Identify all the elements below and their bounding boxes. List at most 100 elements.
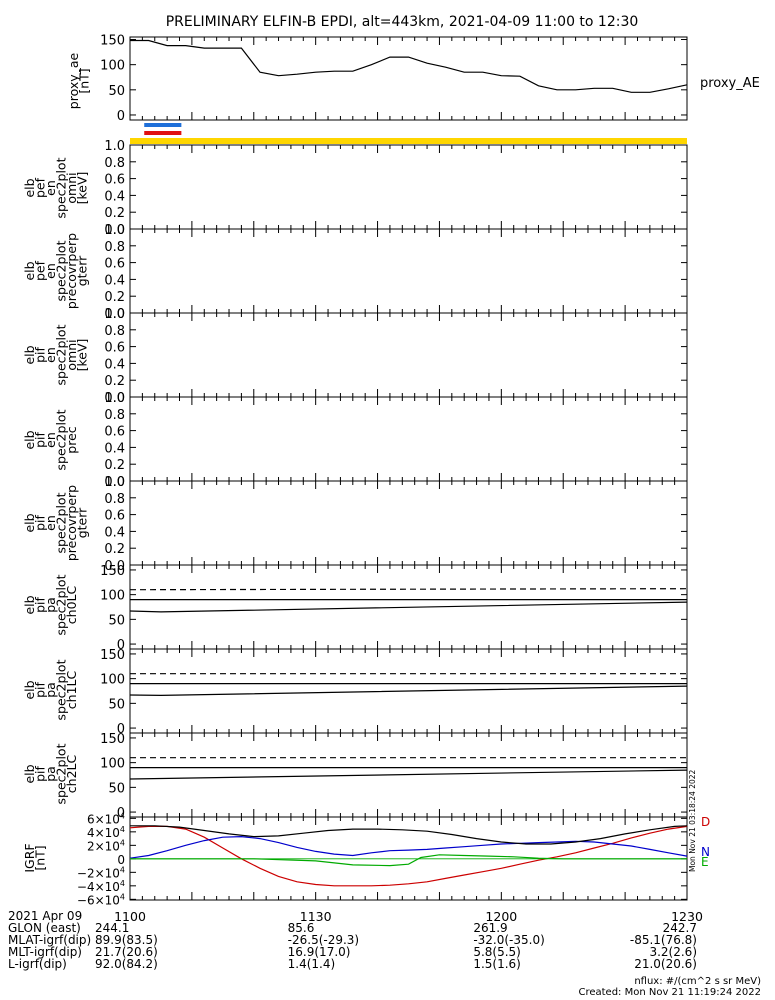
panel-ae: 150 100 50 0 proxy_ae[nT] proxy_AE [66, 34, 760, 124]
y-axis-label-line: elb [22, 345, 37, 364]
x-tick-label: 1230 [671, 909, 703, 924]
y-tick-mantissa: −6×10 [77, 893, 120, 907]
y-axis-label: elbpifenspec2plotprecovrperpgterr [22, 485, 90, 561]
footer-row-value: 92.0(84.2) [95, 957, 158, 971]
x-tick-label: 1130 [300, 909, 332, 924]
y-tick-label: 150 [100, 34, 125, 49]
y-axis-label: IGRF[nT] [22, 843, 48, 872]
y-axis-label-line: elb [22, 430, 37, 449]
y-axis-label-line: ch2LC [64, 755, 79, 794]
y-axis-label-line: spec2plot [54, 659, 69, 720]
y-tick-label: 1.0 [104, 223, 125, 238]
footer-row-value: 16.9(17.0) [287, 945, 351, 959]
y-axis-label: elbpifpaspec2plotch0LC [22, 574, 79, 635]
y-axis-label-line: spec2plot [54, 574, 69, 635]
y-tick-label: 6×104 [87, 811, 125, 826]
footer-row-value: 89.9(83.5) [95, 933, 158, 947]
y-tick-label: 0 [117, 109, 125, 124]
series-line [130, 825, 688, 845]
y-axis-label-line: gterr [75, 255, 90, 286]
series-line [129, 601, 688, 613]
panel-frame [129, 396, 688, 482]
y-axis-label-line: prec [64, 426, 79, 453]
y-tick-exponent: 4 [120, 892, 125, 901]
legend-D: D [701, 815, 710, 829]
y-axis-label-line: omni [64, 339, 79, 370]
y-tick-label: 0 [117, 722, 125, 737]
y-axis-label: elbpefenspec2plotprecovrperpgterr [22, 233, 90, 309]
y-tick-label: 100 [100, 757, 125, 772]
y-tick-label: 0.0 [104, 475, 125, 490]
y-axis-label-line: ch0LC [64, 586, 79, 625]
time-axis: 1100 1130 1200 1230 [114, 909, 703, 924]
y-tick-mantissa: 4×10 [87, 826, 120, 840]
y-tick-label: 0 [117, 853, 125, 867]
y-tick-label: 100 [100, 589, 125, 604]
legend-N: N [701, 845, 710, 859]
y-tick-label: 2×104 [87, 838, 125, 853]
series-line-N [129, 835, 688, 859]
y-tick-label: −6×104 [77, 892, 125, 907]
y-axis-label-line: pa [43, 597, 58, 613]
y-axis-label-line: en [43, 515, 58, 531]
y-tick-label: 50 [108, 781, 125, 796]
y-tick-label: 0.2 [104, 206, 125, 221]
x-tick-label: 1200 [485, 909, 517, 924]
y-tick-mantissa: −4×10 [77, 880, 120, 894]
y-tick-label: 100 [100, 673, 125, 688]
panel-frame [129, 144, 688, 230]
panel-frame [129, 480, 688, 566]
y-tick-label: 0.8 [104, 156, 125, 171]
y-tick-label: 0.4 [104, 525, 125, 540]
panel-e-pif-prec: 1.0 0.8 0.60.4 0.2 0.0 elbpifenspec2plotprec [22, 391, 688, 490]
series-line [129, 588, 688, 591]
panel-e-pif-omni: 1.0 0.8 0.60.4 0.2 0.0 elbpifenspec2plotomni[… [22, 307, 688, 406]
y-axis-label: elbpifpaspec2plotch1LC [22, 659, 79, 720]
footer-row-value: 3.2(2.6) [649, 945, 697, 959]
y-tick-label: 50 [108, 697, 125, 712]
y-tick-label: 1.0 [104, 139, 125, 154]
y-axis-label-line: pif [33, 596, 48, 612]
y-tick-exponent: 4 [120, 879, 125, 888]
y-axis-label-line: en [43, 180, 58, 196]
y-tick-label: 0.4 [104, 357, 125, 372]
y-axis-label-line: en [43, 432, 58, 448]
legend-E: E [701, 855, 709, 869]
y-tick-label: 0.2 [104, 542, 125, 557]
footer-row-label: GLON (east) [8, 921, 81, 935]
units-note: nflux: #/(cm^2 s sr MeV) [634, 976, 761, 987]
y-axis-label-line: [nT] [33, 845, 48, 870]
footer-date: 2021 Apr 09 [8, 909, 83, 923]
y-axis-label-line: [keV] [75, 339, 90, 372]
y-tick-label: 0 [117, 806, 125, 821]
y-axis-label-line: omni [64, 172, 79, 203]
y-axis-label-line: spec2plot [54, 409, 69, 470]
y-axis-label-line: elb [22, 178, 37, 197]
y-tick-label: 0.4 [104, 441, 125, 456]
y-axis-label-line: elb [22, 261, 37, 280]
footer-row-value: -85.1(76.8) [629, 933, 697, 947]
y-axis-label: proxy_ae[nT] [66, 52, 92, 109]
y-tick-label: 100 [100, 59, 125, 74]
y-tick-label: 1.0 [104, 391, 125, 406]
created-note: Created: Mon Nov 21 11:19:24 2022 [578, 987, 761, 998]
y-tick-label: 0.2 [104, 374, 125, 389]
y-tick-label: 0.0 [104, 559, 125, 574]
footer-row-value: -32.0(-35.0) [473, 933, 545, 947]
y-axis-label-line: gterr [75, 507, 90, 538]
panel-frame [129, 312, 688, 398]
y-tick-exponent: 4 [120, 865, 125, 874]
footer-row-value: 1.4(1.4) [287, 957, 336, 971]
y-axis-label-line: spec2plot [54, 492, 69, 553]
y-tick-mantissa: 6×10 [87, 812, 120, 826]
y-tick-exponent: 4 [120, 838, 125, 847]
y-tick-label: 0.6 [104, 257, 125, 272]
y-axis-label-line: spec2plot [54, 324, 69, 385]
y-axis-label-line: spec2plot [54, 743, 69, 804]
plot-stamp: Mon Nov 21 03:18:24 2022 [688, 769, 697, 872]
y-tick-label: −2×104 [77, 865, 125, 880]
y-tick-label: 1.0 [104, 307, 125, 322]
series-line [129, 685, 688, 697]
y-axis-label-line: proxy_ae [66, 52, 81, 109]
